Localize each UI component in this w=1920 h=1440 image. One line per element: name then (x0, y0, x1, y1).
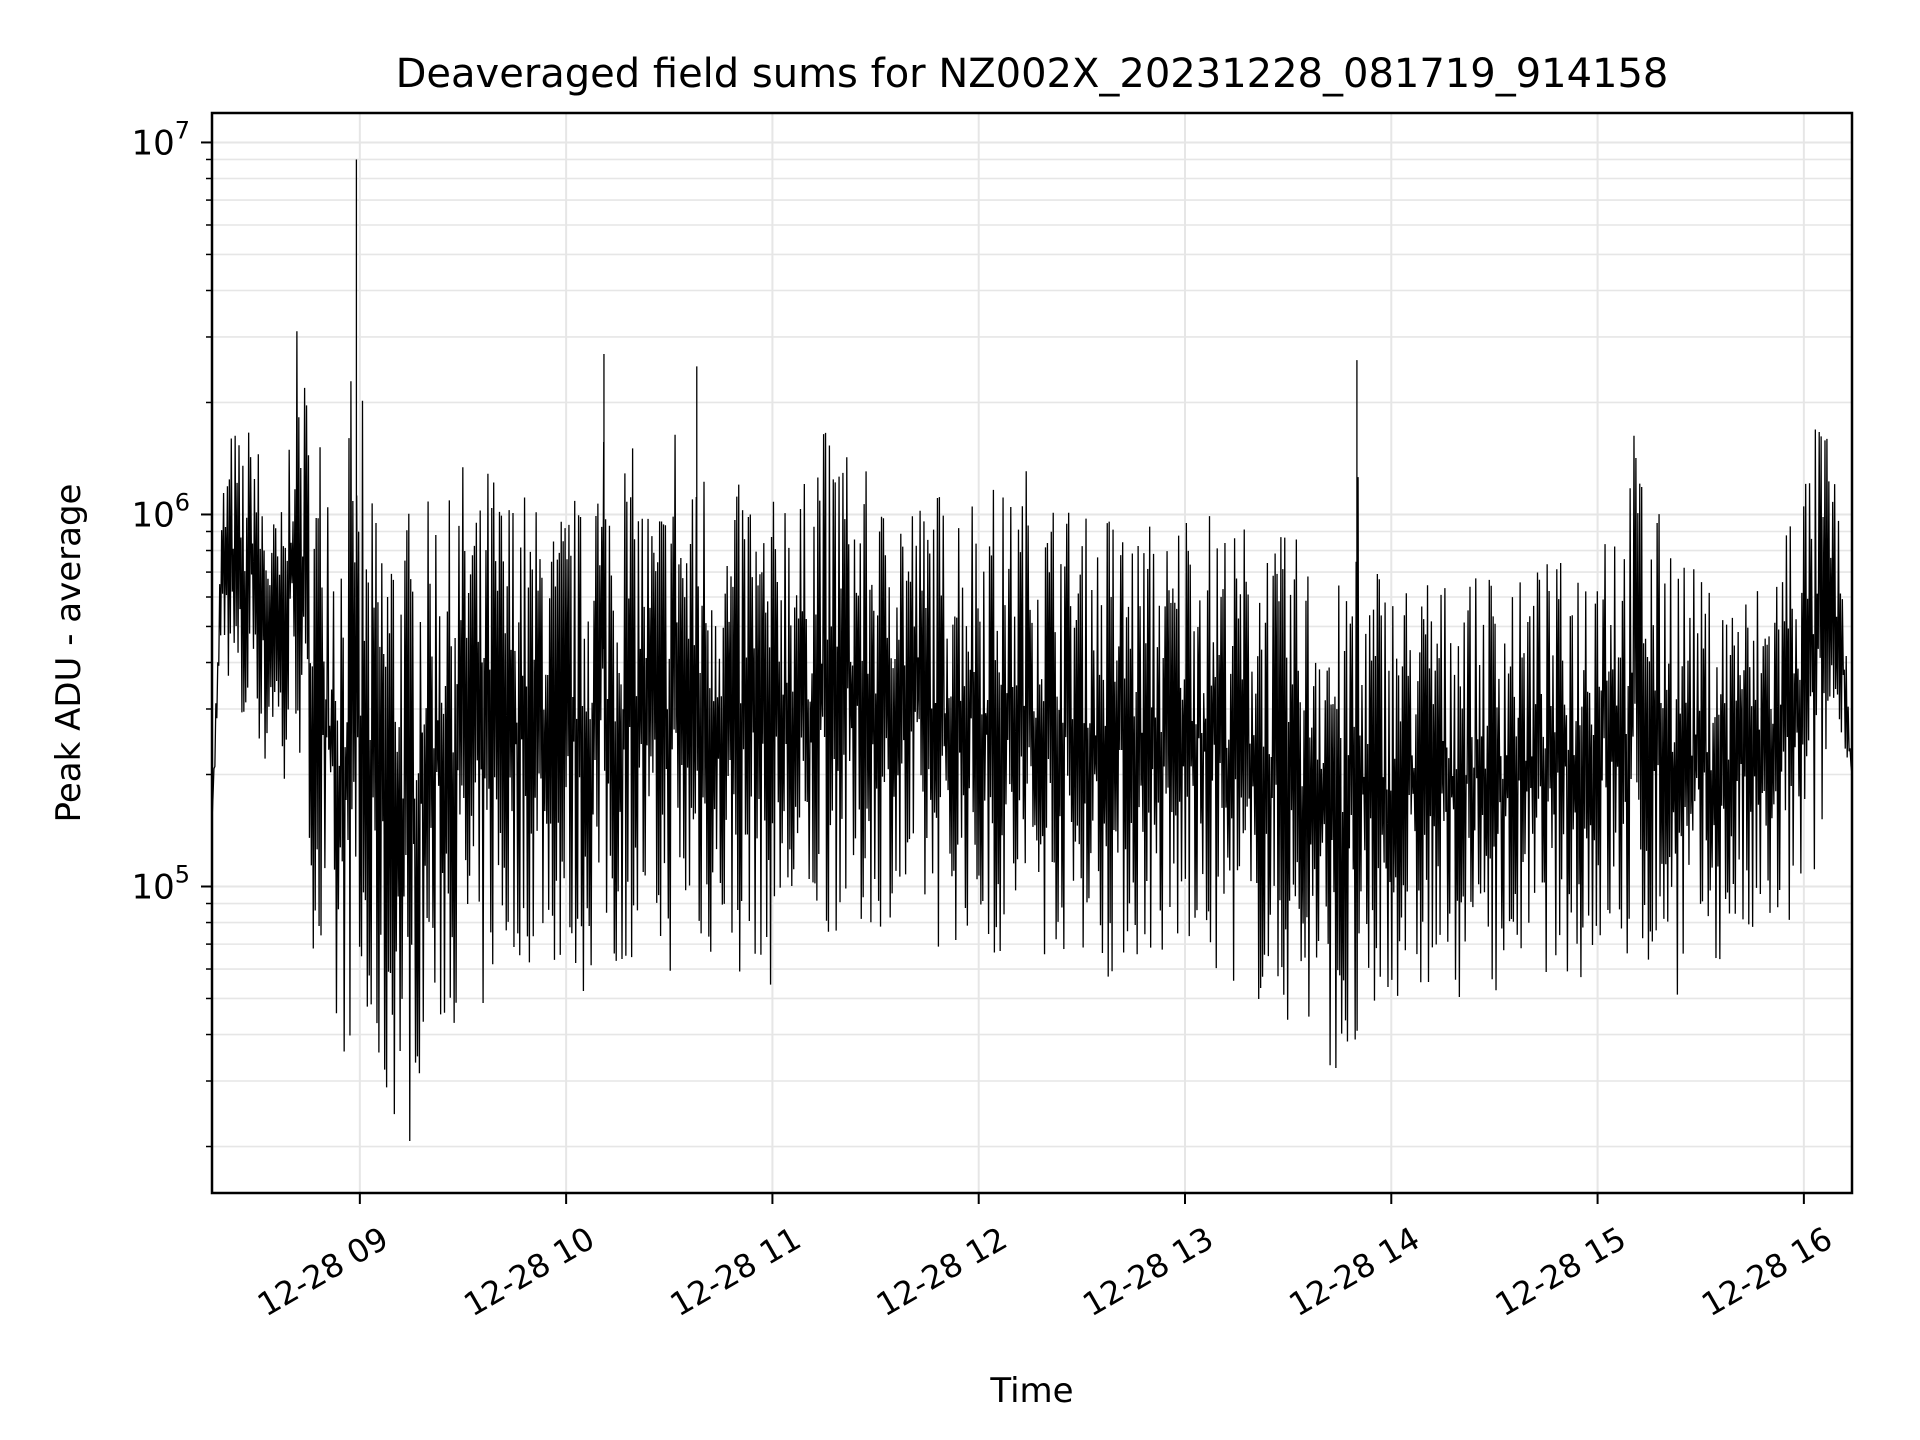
y-tick-exponent: 7 (175, 116, 190, 144)
chart-title: Deaveraged field sums for NZ002X_2023122… (396, 51, 1669, 97)
y-tick-base: 10 (131, 495, 174, 535)
y-tick-label: 106 (131, 488, 190, 535)
y-tick-exponent: 5 (175, 860, 190, 888)
plot-frame (210, 111, 1854, 1195)
data-series (211, 159, 1853, 1142)
y-tick-base: 10 (131, 123, 174, 163)
series-line (211, 159, 1853, 1142)
y-tick-base: 10 (131, 867, 174, 907)
y-tick-label: 105 (131, 860, 190, 907)
y-tick-label: 107 (131, 116, 190, 163)
y-tick-exponent: 6 (175, 488, 190, 516)
x-axis-label: Time (989, 1371, 1073, 1411)
y-axis-label: Peak ADU - average (49, 484, 89, 823)
